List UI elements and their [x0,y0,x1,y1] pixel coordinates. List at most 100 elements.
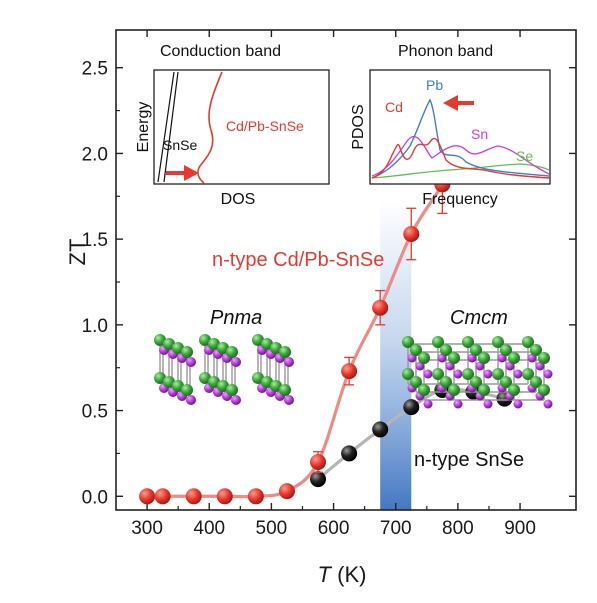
atom [181,346,193,358]
data-point-series-0 [247,488,264,505]
inset1-snse-curve [157,71,175,183]
inset1-ylabel: Energy [135,102,152,153]
inset1-arrow-icon [166,165,199,181]
y-axis-title: ZT [65,239,90,266]
legend-label-snse: n-type SnSe [414,449,524,471]
x-axis-title: T (K) [318,562,367,587]
atom [226,384,238,396]
x-tick-label: 500 [256,518,288,539]
atom [543,399,553,409]
atom [432,368,444,380]
atom [522,336,534,348]
data-point-series-0 [216,488,233,505]
atom [410,376,422,388]
atom [270,342,282,354]
x-axis-title-unit: (K) [331,562,366,587]
atom [478,384,490,396]
atom [470,376,482,388]
atom [402,336,414,348]
atom [154,372,166,384]
atom [448,352,460,364]
data-point-series-0 [154,488,171,505]
atom [508,352,520,364]
data-point-series-1 [310,471,327,488]
data-point-series-0 [403,226,420,242]
y-tick-label: 0.5 [82,402,108,423]
atom [279,346,291,358]
inset2-frame [369,69,551,185]
atom [261,376,273,388]
inset2-title: Phonon band [398,43,493,60]
atom [492,368,504,380]
atom [475,361,485,371]
x-tick-label: 800 [442,518,474,539]
atom [508,384,520,396]
atom [432,336,444,348]
atom [470,344,482,356]
cmcm-crystal-structure [402,336,553,409]
atom [483,369,493,379]
atom [483,399,493,409]
data-point-series-0 [278,483,295,500]
atom [527,353,537,363]
x-tick-label: 600 [318,518,350,539]
data-point-series-1 [372,421,389,438]
atom [199,372,211,384]
legend-label-cdpb-snse: n-type Cd/Pb-SnSe [212,249,384,271]
atom [453,399,463,409]
atom [423,399,433,409]
data-point-series-1 [341,445,358,462]
atom [445,361,455,371]
atom [440,344,452,356]
inset2-arrow-icon [443,95,474,111]
atom [217,342,229,354]
atom [407,353,417,363]
inset1-frame [153,69,330,185]
atom [448,384,460,396]
atom [279,384,291,396]
x-axis-title-symbol: T [318,562,333,587]
atom [513,369,523,379]
y-tick-label: 0.0 [82,487,108,508]
inset2-sn-curve [371,135,550,177]
y-tick-label: 2.5 [82,59,108,80]
inset1-label-snse: SnSe [163,137,197,153]
atom [505,361,515,371]
atom [208,376,220,388]
atom [478,352,490,364]
atom [440,376,452,388]
atom [535,361,545,371]
x-tick-label: 400 [193,518,225,539]
atom [543,369,553,379]
atom [226,346,238,358]
x-tick-label: 700 [380,518,412,539]
x-tick-label: 900 [504,518,536,539]
x-tick-label: 300 [131,518,163,539]
inset2-label-pb: Pb [426,77,443,93]
y-tick-label: 1.5 [82,230,108,251]
data-point-series-1 [403,399,420,416]
atom [500,376,512,388]
data-point-series-0 [372,299,389,316]
data-point-series-0 [310,454,327,470]
atom [410,344,422,356]
atom [522,368,534,380]
inset1-label-cdpb: Cd/Pb-SnSe [226,118,304,134]
inset1-cdpb-curve [197,71,223,184]
inset2-label-sn: Sn [471,126,488,142]
pnma-label: Pnma [210,307,262,329]
atom [261,338,273,350]
atom [186,395,196,405]
atom [284,357,294,367]
inset2-ylabel: PDOS [350,104,367,149]
highlight-band [380,200,412,510]
atom [538,384,550,396]
y-tick-label: 2.0 [82,144,108,165]
atom [284,395,294,405]
atom [181,384,193,396]
atom [154,334,166,346]
y-tick-label: 1.0 [82,316,108,337]
atom [231,357,241,367]
inset2-label-cd: Cd [385,99,403,115]
inset2-pb-curve [371,98,550,179]
